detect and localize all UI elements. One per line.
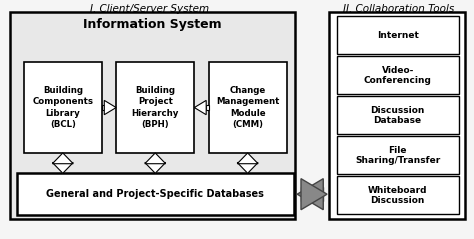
Text: I. Client/Server System: I. Client/Server System	[90, 4, 209, 14]
Polygon shape	[301, 179, 327, 210]
FancyBboxPatch shape	[17, 173, 294, 215]
Polygon shape	[194, 100, 206, 115]
FancyBboxPatch shape	[329, 12, 465, 219]
FancyBboxPatch shape	[206, 105, 209, 110]
FancyBboxPatch shape	[337, 56, 459, 94]
FancyBboxPatch shape	[337, 176, 459, 214]
FancyBboxPatch shape	[337, 16, 459, 54]
Text: Change
Management
Module
(CMM): Change Management Module (CMM)	[216, 87, 279, 129]
Text: Building
Components
Library
(BCL): Building Components Library (BCL)	[32, 87, 93, 129]
Text: Discussion
Database: Discussion Database	[371, 106, 425, 125]
FancyBboxPatch shape	[243, 163, 252, 164]
FancyBboxPatch shape	[301, 187, 323, 201]
Polygon shape	[145, 163, 166, 173]
Polygon shape	[237, 163, 258, 173]
Text: Video-
Conferencing: Video- Conferencing	[364, 66, 432, 85]
FancyBboxPatch shape	[58, 163, 67, 164]
FancyBboxPatch shape	[151, 163, 160, 164]
Polygon shape	[237, 153, 258, 164]
Text: Internet: Internet	[377, 31, 419, 40]
FancyBboxPatch shape	[10, 12, 295, 219]
FancyBboxPatch shape	[209, 62, 287, 153]
Text: General and Project-Specific Databases: General and Project-Specific Databases	[46, 189, 264, 199]
Text: Whiteboard
Discussion: Whiteboard Discussion	[368, 186, 428, 205]
FancyBboxPatch shape	[337, 136, 459, 174]
Text: File
Sharing/Transfer: File Sharing/Transfer	[355, 146, 440, 165]
FancyBboxPatch shape	[102, 105, 104, 110]
Polygon shape	[53, 163, 73, 173]
FancyBboxPatch shape	[24, 62, 102, 153]
FancyBboxPatch shape	[116, 62, 194, 153]
Polygon shape	[297, 179, 323, 210]
Text: Building
Project
Hierarchy
(BPH): Building Project Hierarchy (BPH)	[132, 87, 179, 129]
Text: Information System: Information System	[83, 18, 222, 31]
Polygon shape	[145, 153, 166, 164]
Polygon shape	[53, 153, 73, 164]
Polygon shape	[104, 100, 116, 115]
FancyBboxPatch shape	[337, 96, 459, 134]
Text: II. Collaboration Tools: II. Collaboration Tools	[343, 4, 454, 14]
